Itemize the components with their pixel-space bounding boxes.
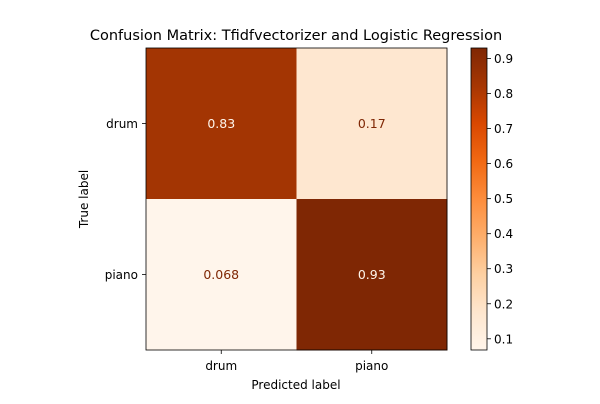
colorbar-tick-label: 0.6 <box>494 157 513 171</box>
x-axis-ticks: drum piano <box>205 350 388 373</box>
heatmap-cell-drum-drum <box>146 48 297 200</box>
y-axis-ticks: drum piano <box>105 117 146 282</box>
heatmap-cell-labels: 0.83 0.17 0.068 0.93 <box>203 116 385 282</box>
colorbar-tick-label: 0.4 <box>494 227 513 241</box>
x-tick-label: piano <box>355 359 388 373</box>
heatmap-cell-piano-drum <box>146 199 297 351</box>
colorbar-tick-label: 0.5 <box>494 192 513 206</box>
colorbar-tick-label: 0.1 <box>494 332 513 346</box>
chart-title: Confusion Matrix: Tfidfvectorizer and Lo… <box>90 28 502 44</box>
colorbar-tick-label: 0.9 <box>494 52 513 66</box>
heatmap-cells <box>146 48 448 351</box>
colorbar-tick-label: 0.3 <box>494 262 513 276</box>
y-tick-label: drum <box>106 117 138 131</box>
y-tick-label: piano <box>105 268 138 282</box>
y-axis-label: True label <box>77 170 91 229</box>
x-axis-label: Predicted label <box>251 378 340 392</box>
x-tick-label: drum <box>205 359 237 373</box>
colorbar-ticks: 0.1 0.2 0.3 0.4 0.5 0.6 0.7 0.8 0.9 <box>487 52 513 346</box>
cell-value-label: 0.068 <box>203 267 239 282</box>
cell-value-label: 0.83 <box>207 116 235 131</box>
heatmap-cell-drum-piano <box>296 48 448 200</box>
colorbar-tick-label: 0.7 <box>494 122 513 136</box>
colorbar-tick-label: 0.8 <box>494 87 513 101</box>
plot-frame <box>145 47 448 351</box>
cell-value-label: 0.93 <box>358 267 386 282</box>
colorbar <box>470 47 488 351</box>
heatmap-cell-piano-piano <box>296 199 448 351</box>
colorbar-tick-label: 0.2 <box>494 297 513 311</box>
cell-value-label: 0.17 <box>358 116 386 131</box>
